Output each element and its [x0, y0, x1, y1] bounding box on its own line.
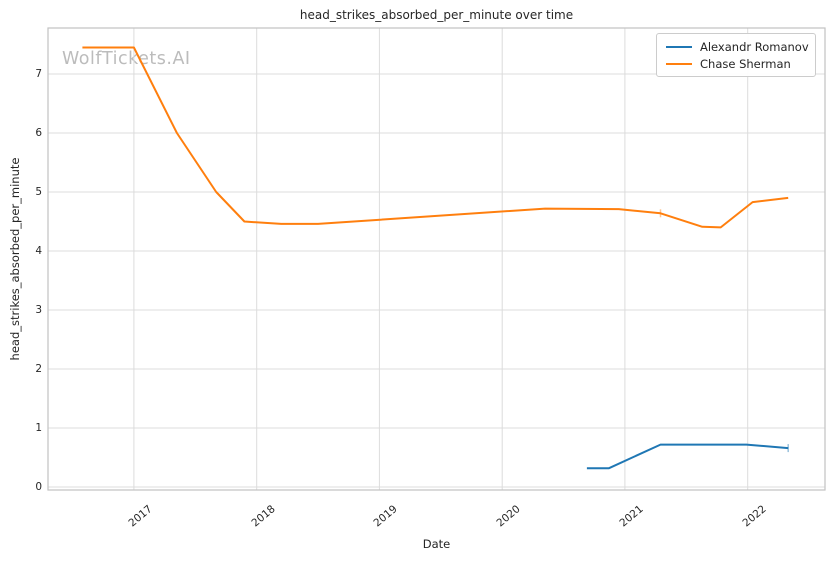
legend-entry: Alexandr Romanov: [657, 40, 815, 54]
y-tick-label: 4: [35, 245, 42, 258]
legend: Alexandr Romanov Chase Sherman: [656, 33, 816, 77]
chart-title: head_strikes_absorbed_per_minute over ti…: [299, 8, 574, 22]
y-tick-label: 2: [35, 363, 42, 376]
legend-label: Chase Sherman: [700, 56, 791, 71]
legend-line-swatch: [666, 62, 692, 65]
y-tick-label: 5: [35, 186, 42, 199]
watermark: WolfTickets.AI: [62, 49, 191, 69]
series-line: [82, 46, 789, 229]
y-tick-label: 3: [35, 304, 42, 317]
legend-label: Alexandr Romanov: [700, 39, 809, 54]
y-tick-label: 6: [35, 127, 42, 140]
x-axis-label: Date: [422, 537, 451, 551]
axes-spines: [47, 27, 826, 491]
legend-entry: Chase Sherman: [657, 57, 815, 71]
y-tick-label: 7: [35, 68, 42, 81]
legend-line-swatch: [666, 45, 692, 48]
y-tick-label: 1: [35, 422, 42, 435]
y-tick-label: 0: [35, 481, 42, 494]
series-line: [586, 443, 789, 470]
